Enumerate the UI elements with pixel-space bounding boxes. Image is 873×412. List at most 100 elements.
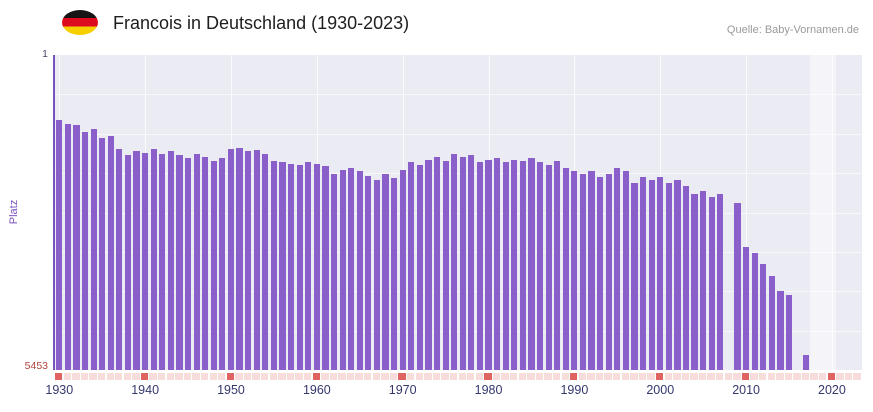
bar-2000[interactable] (657, 176, 664, 370)
year-tick-1956 (278, 373, 286, 380)
bar-1966[interactable] (365, 175, 372, 370)
bar-2003[interactable] (682, 185, 690, 370)
bar-1948[interactable] (210, 160, 217, 370)
bar-1970[interactable] (399, 169, 406, 370)
bar-1976[interactable] (451, 153, 458, 370)
bar-1992[interactable] (588, 171, 595, 370)
bar-1933[interactable] (81, 132, 89, 370)
bar-1962[interactable] (330, 173, 338, 370)
year-tick-1937 (115, 373, 123, 380)
horizontal-gridline (55, 212, 862, 214)
bar-2017[interactable] (803, 355, 810, 370)
bar-1974[interactable] (433, 156, 441, 370)
bar-1935[interactable] (99, 137, 106, 370)
bar-1932[interactable] (73, 125, 80, 370)
bar-1994[interactable] (605, 173, 612, 370)
bar-1971[interactable] (408, 162, 415, 370)
bar-1941[interactable] (150, 149, 157, 370)
bar-1972[interactable] (416, 165, 423, 370)
bar-1975[interactable] (442, 160, 449, 370)
bar-1977[interactable] (459, 156, 466, 370)
bar-1969[interactable] (391, 178, 398, 370)
bar-2015[interactable] (785, 294, 793, 370)
year-tick-2014 (776, 373, 784, 380)
bar-1988[interactable] (554, 160, 561, 370)
bar-1936[interactable] (107, 135, 114, 370)
bar-1930[interactable] (56, 119, 63, 370)
bar-2004[interactable] (691, 194, 698, 370)
bar-1999[interactable] (648, 179, 655, 370)
bar-1940[interactable] (142, 152, 149, 370)
bar-1983[interactable] (511, 159, 518, 370)
bar-1965[interactable] (356, 171, 363, 370)
bar-1931[interactable] (64, 123, 71, 370)
bar-1949[interactable] (219, 158, 226, 370)
bar-2009[interactable] (734, 202, 741, 370)
bar-1996[interactable] (622, 171, 629, 370)
bar-2014[interactable] (777, 290, 784, 370)
bar-2002[interactable] (674, 179, 681, 370)
bar-1950[interactable] (227, 149, 235, 370)
bar-1951[interactable] (236, 147, 243, 370)
bar-1991[interactable] (579, 173, 587, 370)
bar-1981[interactable] (494, 158, 501, 370)
bar-1954[interactable] (262, 153, 269, 370)
bar-2012[interactable] (760, 264, 767, 370)
year-tick-1966 (364, 373, 372, 380)
bar-1953[interactable] (253, 149, 260, 370)
bar-1945[interactable] (184, 158, 192, 370)
bar-1995[interactable] (614, 168, 621, 370)
bar-1998[interactable] (639, 176, 647, 370)
bar-1959[interactable] (305, 162, 312, 370)
bar-1939[interactable] (133, 150, 140, 370)
bar-1958[interactable] (296, 165, 303, 370)
bar-1963[interactable] (339, 169, 346, 370)
bar-1944[interactable] (176, 154, 183, 370)
bar-1968[interactable] (382, 173, 389, 370)
bar-1997[interactable] (631, 182, 638, 370)
bar-1955[interactable] (270, 160, 277, 370)
bar-1993[interactable] (597, 176, 604, 370)
bar-1956[interactable] (279, 162, 286, 370)
bar-1979[interactable] (476, 162, 484, 370)
bar-1980[interactable] (485, 159, 492, 370)
bar-2005[interactable] (700, 191, 707, 370)
bar-1985[interactable] (528, 158, 535, 370)
plot-area (55, 55, 862, 370)
bar-1967[interactable] (373, 179, 381, 370)
bar-1957[interactable] (287, 163, 295, 370)
bar-1960[interactable] (313, 164, 320, 370)
bar-1952[interactable] (245, 150, 252, 370)
year-tick-1932 (72, 373, 80, 380)
bar-1973[interactable] (425, 159, 432, 370)
bar-1989[interactable] (562, 168, 569, 370)
bar-1986[interactable] (536, 162, 544, 370)
bar-1943[interactable] (167, 150, 174, 370)
bar-1946[interactable] (193, 153, 200, 370)
bar-1964[interactable] (348, 168, 355, 370)
bar-1937[interactable] (116, 148, 123, 370)
bar-2010[interactable] (743, 246, 750, 370)
year-tick-2010 (741, 373, 750, 380)
year-tick-1987 (544, 373, 552, 380)
bar-2006[interactable] (708, 197, 715, 370)
bar-1934[interactable] (90, 129, 97, 370)
bar-2013[interactable] (768, 275, 775, 370)
bar-2011[interactable] (751, 252, 758, 370)
bar-1990[interactable] (571, 171, 578, 370)
year-tick-1976 (449, 373, 458, 380)
bar-1984[interactable] (519, 160, 526, 370)
bar-1938[interactable] (124, 154, 132, 370)
year-tick-2005 (698, 373, 707, 380)
bar-1982[interactable] (502, 162, 509, 370)
page-title: Francois in Deutschland (1930-2023) (113, 13, 410, 33)
bar-1942[interactable] (159, 153, 166, 370)
bar-2007[interactable] (717, 194, 724, 370)
year-tick-1942 (158, 373, 166, 380)
year-tick-1990 (570, 373, 578, 380)
bar-1987[interactable] (545, 165, 552, 370)
bar-1961[interactable] (322, 166, 329, 370)
bar-1978[interactable] (468, 154, 475, 370)
bar-1947[interactable] (202, 157, 209, 370)
bar-2001[interactable] (665, 182, 672, 370)
